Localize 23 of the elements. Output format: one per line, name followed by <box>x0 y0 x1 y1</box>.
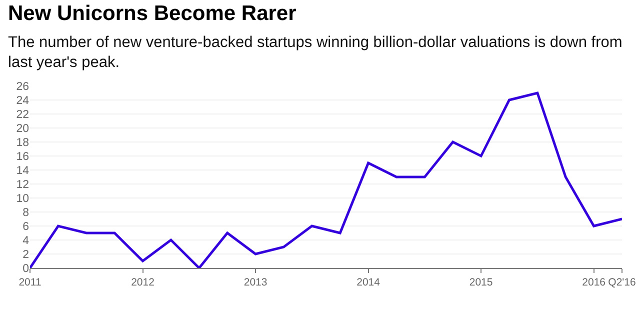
y-tick-label: 12 <box>16 179 29 192</box>
y-tick-label: 20 <box>16 123 29 136</box>
y-tick-label: 0 <box>22 263 29 276</box>
x-tick-label: 2016 <box>582 276 606 289</box>
chart-title: New Unicorns Become Rarer <box>8 2 296 26</box>
y-tick-label: 14 <box>16 165 30 178</box>
x-tick-label: 2012 <box>131 276 155 289</box>
chart-subtitle: The number of new venture-backed startups winning billion-dollar valuations is down from last year's peak. <box>8 33 624 73</box>
x-tick-label: 2015 <box>469 276 493 289</box>
y-tick-label: 18 <box>16 137 29 150</box>
y-tick-label: 8 <box>22 207 29 220</box>
x-tick-label: 2014 <box>356 276 380 289</box>
y-tick-label: 16 <box>16 151 29 164</box>
y-tick-label: 6 <box>22 221 29 234</box>
y-tick-label: 24 <box>16 95 30 108</box>
y-tick-label: 22 <box>16 109 29 122</box>
y-tick-label: 10 <box>16 193 29 206</box>
y-tick-label: 26 <box>16 81 29 94</box>
y-tick-label: 4 <box>22 235 30 248</box>
x-tick-label: 2013 <box>244 276 268 289</box>
x-tick-label: Q2'16 <box>608 276 636 289</box>
x-tick-label: 2011 <box>18 276 42 289</box>
y-tick-label: 2 <box>22 249 29 262</box>
